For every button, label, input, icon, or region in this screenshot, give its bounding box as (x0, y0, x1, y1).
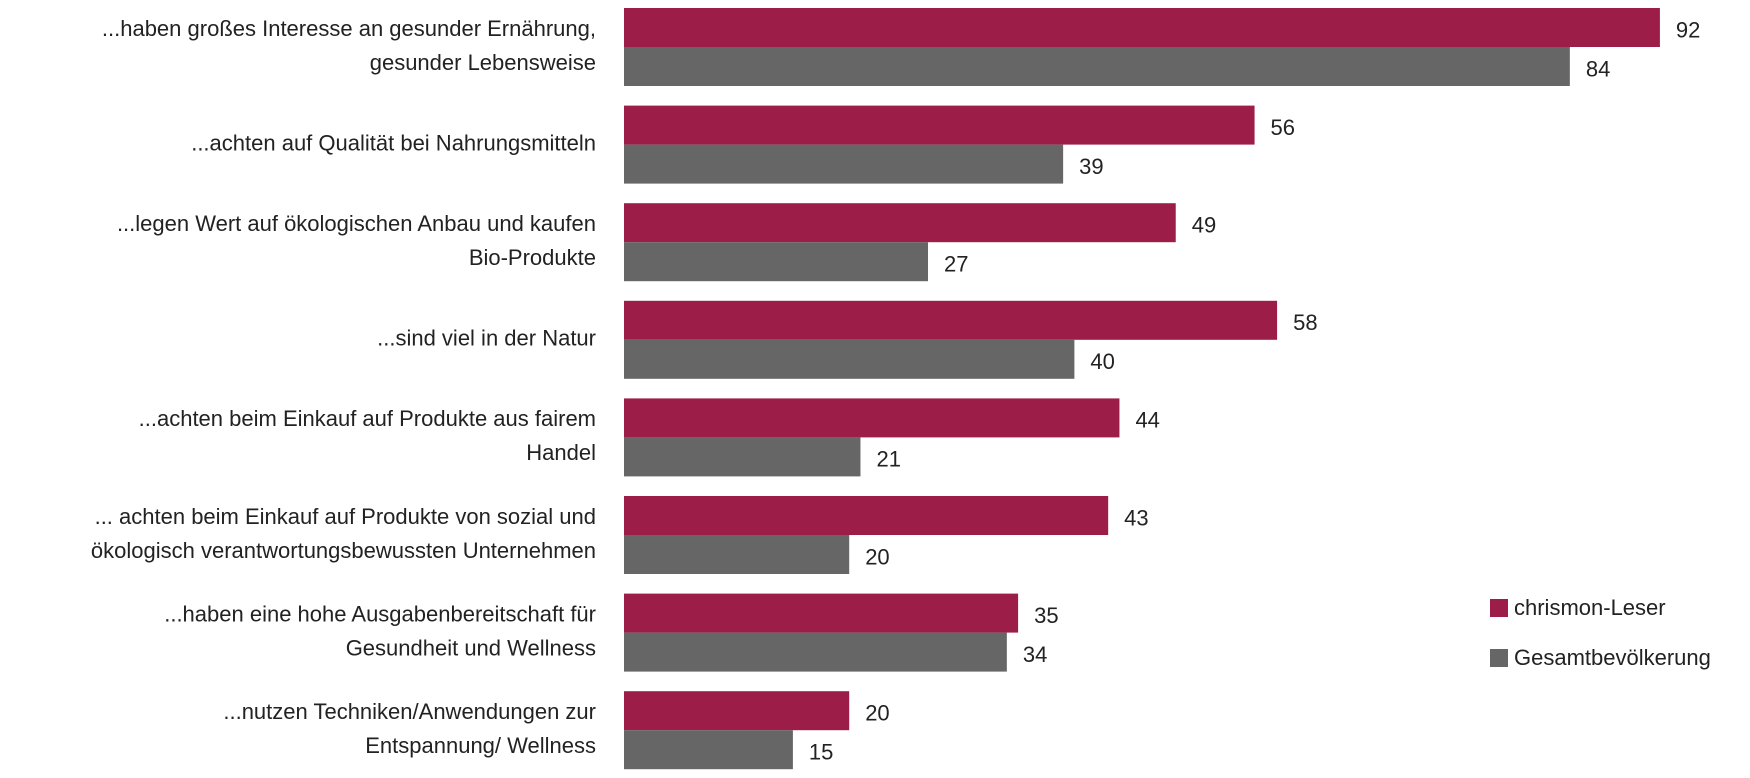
category-label: ökologisch verantwortungsbewussten Unter… (91, 538, 596, 563)
bar (624, 496, 1109, 535)
category-label: ...sind viel in der Natur (377, 326, 596, 351)
bar (624, 8, 1660, 47)
category-label: ...legen Wert auf ökologischen Anbau und… (117, 211, 596, 236)
bar (624, 593, 1019, 633)
value-label: 56 (1271, 115, 1295, 140)
bar (624, 339, 1075, 379)
value-label: 15 (809, 740, 833, 765)
category-label: ...haben eine hohe Ausgabenbereitschaft … (164, 601, 596, 626)
value-label: 92 (1676, 17, 1700, 42)
legend-swatch (1490, 599, 1508, 617)
category-label: Entspannung/ Wellness (365, 733, 596, 758)
value-label: 40 (1090, 349, 1114, 374)
bar (624, 203, 1176, 243)
value-label: 20 (865, 544, 889, 569)
value-label: 43 (1124, 505, 1148, 530)
category-label: Handel (526, 440, 596, 465)
value-label: 44 (1135, 408, 1159, 433)
value-label: 20 (865, 701, 889, 726)
category-label: Gesundheit und Wellness (346, 635, 596, 660)
bar (624, 105, 1255, 145)
category-label: ...haben großes Interesse an gesunder Er… (102, 16, 596, 41)
bar (624, 398, 1120, 438)
bar (624, 691, 850, 731)
value-label: 27 (944, 252, 968, 277)
legend-label: chrismon-Leser (1514, 595, 1666, 620)
value-label: 84 (1586, 56, 1610, 81)
bar (624, 437, 861, 477)
category-label: ...achten auf Qualität bei Nahrungsmitte… (191, 130, 596, 155)
value-label: 34 (1023, 642, 1047, 667)
bar (624, 47, 1570, 86)
category-label: ...nutzen Techniken/Anwendungen zur (223, 699, 596, 724)
bar (624, 535, 850, 574)
value-label: 49 (1192, 213, 1216, 238)
bar (624, 300, 1278, 340)
value-label: 21 (876, 447, 900, 472)
value-label: 39 (1079, 154, 1103, 179)
value-label: 58 (1293, 310, 1317, 335)
bar (624, 144, 1064, 184)
value-label: 35 (1034, 603, 1058, 628)
bar (624, 632, 1007, 672)
legend-swatch (1490, 649, 1508, 667)
category-label: ...achten beim Einkauf auf Produkte aus … (139, 406, 596, 431)
legend-label: Gesamtbevölkerung (1514, 645, 1711, 670)
bar (624, 242, 929, 282)
category-label: ... achten beim Einkauf auf Produkte von… (95, 504, 596, 529)
category-label: Bio-Produkte (469, 245, 596, 270)
bar (624, 730, 793, 770)
category-label: gesunder Lebensweise (370, 50, 596, 75)
